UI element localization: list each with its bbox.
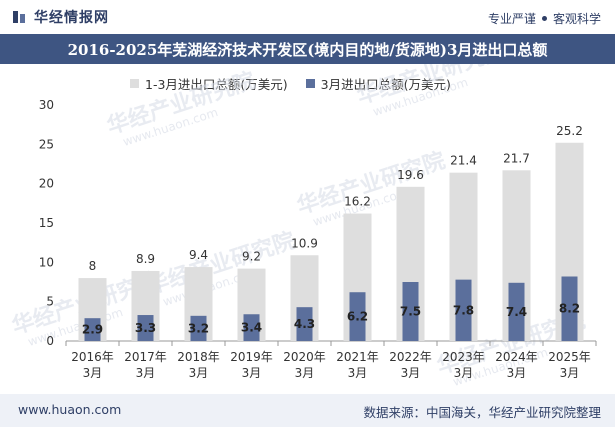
bar-series2 — [84, 318, 101, 341]
legend-item-series2: 3月进出口总额(万美元) — [305, 74, 451, 93]
x-tick-label: 2022年 — [389, 350, 432, 364]
x-tick-label: 3月 — [83, 366, 103, 380]
x-tick-label: 2025年 — [548, 350, 591, 364]
x-tick-label: 2023年 — [442, 350, 485, 364]
data-label-series2: 8.2 — [559, 302, 580, 316]
y-tick-label: 5 — [46, 295, 54, 309]
data-label-series1: 21.4 — [450, 154, 477, 168]
bar-series2 — [402, 282, 419, 341]
bar-series2 — [190, 315, 207, 341]
brand[interactable]: 华经情报网 — [12, 8, 109, 26]
x-tick-label: 3月 — [136, 366, 156, 380]
data-label-series1: 25.2 — [556, 124, 583, 138]
title-bar: 2016-2025年芜湖经济技术开发区(境内目的地/货源地)3月进出口总额 — [0, 34, 615, 64]
x-tick-label: 3月 — [401, 366, 421, 380]
data-label-series2: 3.3 — [135, 321, 156, 335]
legend-item-series1: 1-3月进出口总额(万美元) — [130, 74, 288, 93]
y-tick-label: 10 — [39, 255, 54, 269]
data-label-series1: 8.9 — [136, 252, 155, 266]
chart-title: 2016-2025年芜湖经济技术开发区(境内目的地/货源地)3月进出口总额 — [67, 40, 548, 59]
x-tick-label: 3月 — [189, 366, 209, 380]
axes: 0 5 10 15 20 25 30 2016年 3月 2017年 3月 2018年 3月 2019年 3月… — [39, 98, 597, 380]
x-tick-label: 3月 — [295, 366, 315, 380]
x-tick-label: 2021年 — [336, 350, 379, 364]
brand-name: 华经情报网 — [34, 10, 109, 26]
bar-series2 — [137, 315, 154, 341]
tagline-left: 专业严谨 — [487, 12, 536, 26]
top-bar: 华经情报网 专业严谨 客观科学 — [0, 0, 615, 34]
x-tick-label: 3月 — [560, 366, 580, 380]
bar-chart: 华经产业研究院www.huaon.com华经产业研究院www.huaon.com… — [9, 64, 597, 389]
bar-series2 — [296, 307, 313, 341]
data-label-series2: 7.8 — [453, 303, 474, 317]
legend-swatch-series1 — [130, 79, 139, 88]
data-labels: 8 2.9 8.9 3.3 9.4 3.2 9.2 3.4 10.9 4.3 16.2 6.2 19.6… — [82, 124, 583, 337]
y-tick-label: 25 — [39, 137, 54, 151]
footer-url[interactable]: www.huaon.com — [18, 402, 122, 417]
bar-series2 — [349, 292, 366, 341]
tagline: 专业严谨 客观科学 — [488, 10, 601, 27]
data-label-series2: 6.2 — [347, 310, 368, 324]
legend-swatch-series2 — [305, 79, 315, 88]
x-tick-label: 3月 — [242, 366, 262, 380]
x-tick-label: 2019年 — [230, 350, 273, 364]
bars — [78, 142, 584, 341]
data-label-series1: 9.4 — [189, 248, 208, 262]
y-tick-label: 0 — [46, 334, 54, 348]
bar-series2 — [508, 282, 525, 341]
legend-label-series1: 1-3月进出口总额(万美元) — [145, 77, 288, 92]
footer: www.huaon.com 数据来源：中国海关，华经产业研究院整理 — [0, 394, 615, 427]
logo-icon — [13, 11, 25, 23]
data-label-series2: 3.2 — [188, 321, 209, 335]
data-label-series1: 16.2 — [344, 195, 371, 209]
data-label-series2: 4.3 — [294, 317, 315, 331]
data-label-series1: 21.7 — [503, 151, 530, 165]
bar-series2 — [561, 276, 578, 341]
data-label-series2: 2.9 — [82, 323, 103, 337]
separator-dot-icon — [541, 16, 547, 21]
data-label-series1: 9.2 — [242, 250, 261, 264]
x-tick-label: 2016年 — [71, 350, 114, 364]
footer-source: 数据来源：中国海关，华经产业研究院整理 — [363, 405, 601, 420]
x-tick-label: 2024年 — [495, 350, 538, 364]
y-tick-label: 20 — [39, 177, 54, 191]
x-tick-label: 2017年 — [124, 350, 167, 364]
chart-legend: 1-3月进出口总额(万美元) 3月进出口总额(万美元) — [130, 74, 451, 93]
data-label-series2: 7.5 — [400, 305, 421, 319]
bar-series2 — [243, 314, 260, 341]
bar-series2 — [455, 279, 472, 341]
y-tick-label: 30 — [39, 98, 54, 112]
x-tick-label: 2018年 — [177, 350, 220, 364]
x-tick-label: 2020年 — [283, 350, 326, 364]
tagline-right: 客观科学 — [552, 12, 601, 26]
data-label-series1: 8 — [89, 259, 97, 273]
data-label-series2: 3.4 — [241, 321, 262, 335]
data-label-series1: 19.6 — [397, 168, 424, 182]
legend-label-series2: 3月进出口总额(万美元) — [320, 77, 451, 92]
x-tick-label: 3月 — [454, 366, 474, 380]
data-label-series2: 7.4 — [506, 305, 527, 319]
data-label-series1: 10.9 — [291, 236, 318, 250]
x-tick-label: 3月 — [348, 366, 368, 380]
y-tick-label: 15 — [39, 216, 54, 230]
x-tick-label: 3月 — [507, 366, 527, 380]
